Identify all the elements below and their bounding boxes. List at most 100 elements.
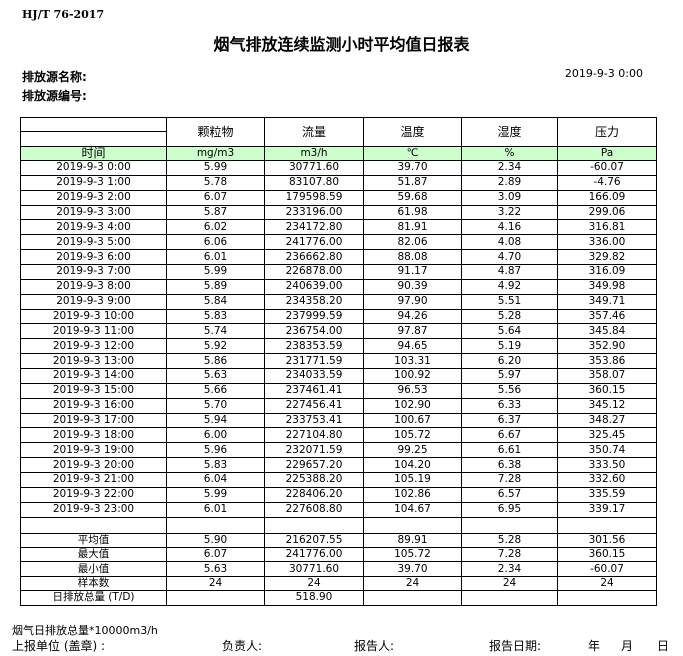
value-cell: 6.01	[166, 249, 265, 266]
value-cell	[557, 590, 657, 606]
value-cell	[363, 516, 462, 534]
value-cell: 5.28	[461, 532, 558, 549]
label-cell: 2019-9-3 19:00	[20, 442, 167, 459]
value-cell: 357.46	[557, 308, 657, 325]
data-row: 2019-9-3 19:00 5.96 232071.59 99.25 6.61 350.…	[20, 442, 657, 459]
value-cell: 5.92	[166, 338, 265, 355]
label-cell: 2019-9-3 0:00	[20, 160, 167, 176]
value-cell: 237461.41	[264, 382, 364, 399]
day-label: 日	[657, 639, 670, 653]
value-cell: 358.07	[557, 368, 657, 384]
value-cell: 51.87	[363, 174, 462, 191]
value-cell: 24	[166, 575, 265, 592]
reporter-label: 报告人:	[354, 639, 395, 653]
value-cell: 234172.80	[264, 219, 364, 236]
value-cell: 5.19	[461, 338, 558, 355]
label-cell: 2019-9-3 6:00	[20, 249, 167, 266]
data-row: 2019-9-3 7:00 5.99 226878.00 91.17 4.87 316.0…	[20, 264, 657, 280]
label-cell: 2019-9-3 2:00	[20, 189, 167, 206]
value-cell: 82.06	[363, 234, 462, 251]
value-cell: 7.28	[461, 547, 558, 563]
label-cell: 2019-9-3 4:00	[20, 219, 167, 236]
column-header: 温度	[363, 117, 462, 147]
data-row: 2019-9-3 8:00 5.89 240639.00 90.39 4.92 349.9…	[20, 278, 657, 295]
value-cell: 227104.80	[264, 427, 364, 444]
stats-row: 日排放总量 (T/D) 518.90	[20, 590, 657, 606]
value-cell: 3.09	[461, 189, 558, 206]
year-label: 年	[588, 639, 601, 653]
value-cell: 353.86	[557, 353, 657, 370]
value-cell: 349.98	[557, 278, 657, 295]
value-cell: 227608.80	[264, 501, 364, 518]
label-cell	[20, 516, 167, 534]
data-row: 2019-9-3 15:00 5.66 237461.41 96.53 5.56 360.…	[20, 382, 657, 399]
unit-cell: m3/h	[264, 146, 364, 161]
value-cell: 238353.59	[264, 338, 364, 355]
value-cell: 6.04	[166, 472, 265, 488]
label-cell: 2019-9-3 3:00	[20, 204, 167, 221]
value-cell: 5.66	[166, 382, 265, 399]
value-cell: 30771.60	[264, 561, 364, 577]
value-cell: 345.12	[557, 397, 657, 414]
value-cell: 241776.00	[264, 234, 364, 251]
value-cell: 88.08	[363, 249, 462, 266]
label-cell: 2019-9-3 13:00	[20, 353, 167, 370]
value-cell: 299.06	[557, 204, 657, 221]
value-cell: 333.50	[557, 457, 657, 474]
label-cell: 2019-9-3 22:00	[20, 486, 167, 503]
value-cell: 102.86	[363, 486, 462, 503]
time-header: 时间	[20, 146, 167, 161]
value-cell: 6.06	[166, 234, 265, 251]
value-cell	[363, 590, 462, 606]
value-cell: 81.91	[363, 219, 462, 236]
value-cell: 90.39	[363, 278, 462, 295]
value-cell: 5.94	[166, 412, 265, 429]
value-cell: 5.87	[166, 204, 265, 221]
label-cell: 2019-9-3 23:00	[20, 501, 167, 518]
unit-cell: ℃	[363, 146, 462, 161]
value-cell: 6.02	[166, 219, 265, 236]
value-cell: 231771.59	[264, 353, 364, 370]
unit-cell: %	[461, 146, 558, 161]
value-cell: 233753.41	[264, 412, 364, 429]
value-cell: 227456.41	[264, 397, 364, 414]
value-cell: 24	[461, 575, 558, 592]
value-cell: 5.99	[166, 160, 265, 176]
value-cell: 4.08	[461, 234, 558, 251]
value-cell: 97.90	[363, 293, 462, 310]
value-cell: 5.63	[166, 368, 265, 384]
value-cell: 61.98	[363, 204, 462, 221]
value-cell: 6.00	[166, 427, 265, 444]
value-cell: 39.70	[363, 160, 462, 176]
value-cell: 6.01	[166, 501, 265, 518]
stats-row: 最小值 5.63 30771.60 39.70 2.34 -60.07	[20, 561, 657, 577]
value-cell: 241776.00	[264, 547, 364, 563]
label-cell: 2019-9-3 12:00	[20, 338, 167, 355]
value-cell: -60.07	[557, 160, 657, 176]
value-cell: 234033.59	[264, 368, 364, 384]
value-cell: 233196.00	[264, 204, 364, 221]
stats-row: 平均值 5.90 216207.55 89.91 5.28 301.56	[20, 532, 657, 549]
report-datetime: 2019-9-3 0:00	[564, 67, 643, 80]
value-cell: 237999.59	[264, 308, 364, 325]
value-cell: 4.92	[461, 278, 558, 295]
value-cell: 6.38	[461, 457, 558, 474]
value-cell: 6.57	[461, 486, 558, 503]
value-cell: 24	[557, 575, 657, 592]
column-header: 颗粒物	[166, 117, 265, 147]
data-row: 2019-9-3 4:00 6.02 234172.80 81.91 4.16 316.8…	[20, 219, 657, 236]
data-row: 2019-9-3 17:00 5.94 233753.41 100.67 6.37 348…	[20, 412, 657, 429]
unit-cell: mg/m3	[166, 146, 265, 161]
value-cell	[166, 590, 265, 606]
data-row: 2019-9-3 2:00 6.07 179598.59 59.68 3.09 166.0…	[20, 189, 657, 206]
value-cell: 5.86	[166, 353, 265, 370]
blank-row	[20, 516, 657, 534]
data-row: 2019-9-3 12:00 5.92 238353.59 94.65 5.19 352.…	[20, 338, 657, 355]
value-cell: 4.87	[461, 264, 558, 280]
value-cell: 348.27	[557, 412, 657, 429]
data-row: 2019-9-3 1:00 5.78 83107.80 51.87 2.89 -4.76	[20, 174, 657, 191]
value-cell: 350.74	[557, 442, 657, 459]
value-cell: 3.22	[461, 204, 558, 221]
value-cell: 5.70	[166, 397, 265, 414]
value-cell: 6.67	[461, 427, 558, 444]
